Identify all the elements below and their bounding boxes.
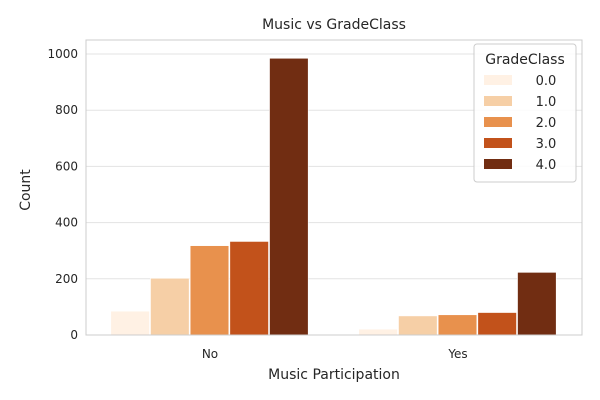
legend-label: 4.0: [536, 158, 557, 173]
y-tick-label: 200: [55, 272, 78, 286]
legend-swatch: [484, 75, 512, 85]
legend-swatch: [484, 138, 512, 148]
bar-yes-2-0: [437, 314, 478, 336]
bar-no-4-0: [269, 57, 309, 336]
legend-title: GradeClass: [485, 52, 565, 68]
bar-no-3-0: [229, 241, 269, 336]
legend-items: 0.0 1.0 2.0 3.0 4.0: [484, 74, 556, 173]
plot-frame: [85, 39, 583, 336]
bar-yes-0-0: [358, 328, 398, 336]
y-tick-label: 400: [55, 216, 78, 230]
y-tick-label: 1000: [47, 47, 78, 61]
legend-swatch: [484, 159, 512, 169]
legend-swatch: [484, 96, 512, 106]
bar-yes-1-0: [398, 315, 438, 336]
y-tick-label: 600: [55, 159, 78, 173]
legend-label: 3.0: [536, 137, 557, 152]
bar-no-2-0: [189, 245, 230, 336]
y-ticks: 0 200 400 600 800 1000: [47, 47, 78, 342]
legend-label: 0.0: [536, 74, 557, 89]
x-tick-label: Yes: [447, 347, 467, 361]
legend-swatch: [484, 117, 512, 127]
legend-label: 2.0: [536, 116, 557, 131]
chart-title: Music vs GradeClass: [262, 17, 406, 33]
y-tick-label: 0: [70, 328, 78, 342]
bar-no-1-0: [150, 277, 190, 336]
x-tick-label: No: [202, 347, 218, 361]
x-axis-label: Music Participation: [268, 367, 400, 383]
y-tick-label: 800: [55, 103, 78, 117]
bar-yes-4-0: [517, 272, 557, 336]
legend: GradeClass 0.0 1.0 2.0 3.0 4.0: [473, 43, 577, 183]
y-axis-label: Count: [18, 169, 34, 211]
x-ticks: No Yes: [202, 347, 468, 361]
bar-yes-3-0: [477, 312, 517, 336]
bar-no-0-0: [110, 310, 150, 336]
bars: [110, 57, 557, 336]
legend-label: 1.0: [536, 95, 557, 110]
